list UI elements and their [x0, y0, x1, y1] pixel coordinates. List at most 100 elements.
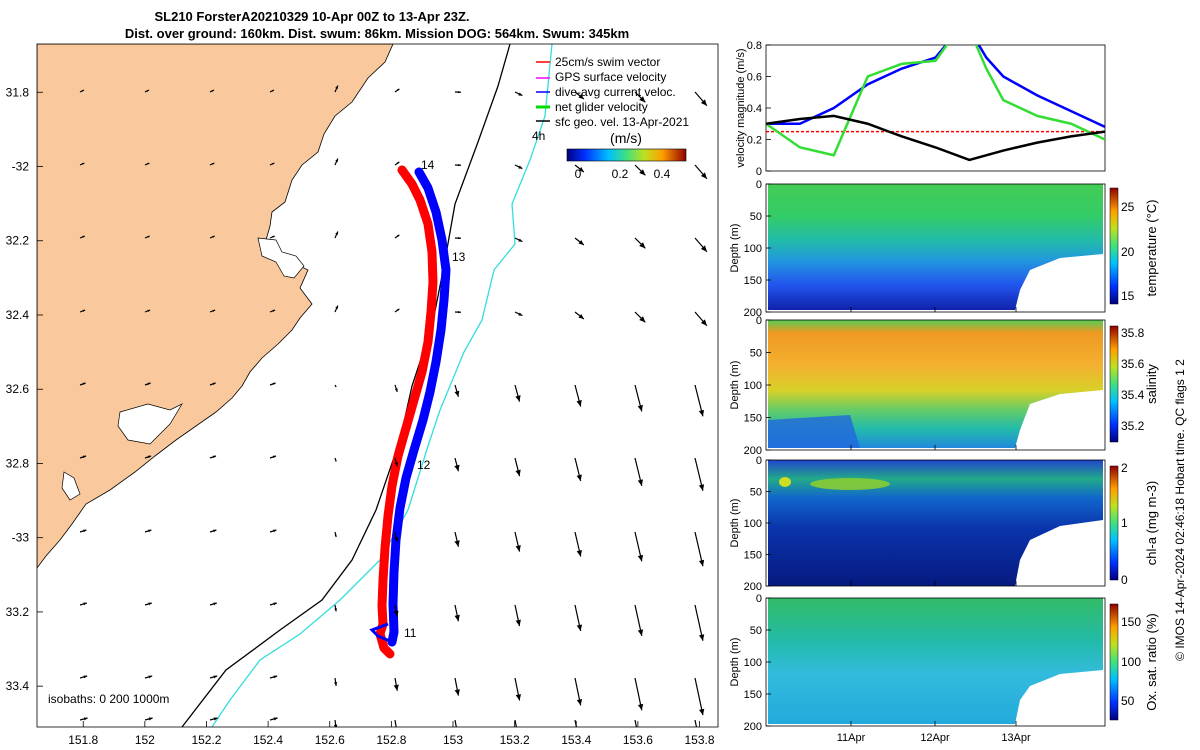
- map-x-tick-label: 152: [135, 733, 155, 747]
- vector-arrow-head: [698, 559, 705, 567]
- depth-tick-label: 150: [744, 550, 762, 562]
- colorbar-tick: 15: [1121, 289, 1135, 303]
- vector-arrow-head: [515, 469, 521, 477]
- vector-arrow-head: [578, 94, 584, 99]
- colorbar-tick: 0: [1121, 573, 1128, 587]
- map-x-tick-label: 151.8: [68, 733, 98, 747]
- depth-tick-label: 100: [744, 380, 762, 392]
- legend-item-label: 25cm/s swim vector: [555, 55, 660, 69]
- map-x-tick-label: 153.4: [561, 733, 591, 747]
- glider-track-hook: [369, 622, 393, 644]
- vector-arrow-head: [82, 163, 85, 165]
- vector-arrow-head: [147, 455, 151, 459]
- chla-max-layer: [810, 478, 890, 490]
- vector-arrow: [694, 677, 704, 716]
- salinity-field: [768, 320, 1103, 448]
- vector-arrow-head: [272, 309, 276, 312]
- depth-tick-label: 150: [744, 689, 762, 701]
- colorbar-tick: 35.6: [1121, 357, 1145, 371]
- day-label: 13: [452, 250, 466, 264]
- vector-arrow-head: [212, 455, 216, 459]
- colorbar-tick: 50: [1121, 694, 1135, 708]
- velocity-y-label: velocity magnitude (m/s): [735, 48, 747, 167]
- vector-arrow-head: [148, 602, 152, 606]
- map-y-tick-label: 33.2: [6, 605, 30, 619]
- depth-label: Depth (m): [729, 361, 741, 410]
- vector-arrow: [694, 604, 704, 641]
- vector-arrow-head: [454, 614, 460, 622]
- vector-arrow-head: [335, 385, 337, 388]
- vector-arrow-head: [212, 163, 215, 165]
- vector-arrow-head: [700, 99, 707, 106]
- map-x-tick-label: 152.2: [191, 733, 221, 747]
- map-y-tick-label: -32: [12, 159, 30, 173]
- vector-arrow-head: [396, 161, 400, 165]
- depth-tick-label: 50: [750, 348, 762, 360]
- vector-arrow-head: [271, 90, 274, 92]
- vector-arrow-head: [212, 382, 216, 386]
- vector-arrow-head: [213, 529, 217, 533]
- vector-arrow-head: [454, 464, 460, 472]
- velocity-axes: [765, 44, 1106, 172]
- vector-arrow-head: [335, 231, 338, 235]
- vector-arrow-head: [458, 236, 461, 240]
- vector-arrow-head: [396, 308, 400, 312]
- velocity-series: [766, 45, 1105, 162]
- vector-arrow-head: [639, 316, 646, 323]
- vector-arrow-head: [333, 724, 338, 727]
- vector-arrow-head: [272, 235, 275, 238]
- legend-item-label: net glider velocity: [555, 100, 648, 114]
- map-frame: [36, 43, 719, 728]
- oxygen-field: [768, 598, 1103, 724]
- vector-arrow-head: [454, 390, 460, 397]
- vector-arrow-head: [212, 235, 215, 238]
- chla-max-spot: [779, 477, 791, 487]
- vector-arrow-head: [698, 409, 705, 417]
- vector-arrow-head: [578, 167, 584, 172]
- vector-arrow-head: [515, 619, 521, 627]
- vector-arrow-head: [700, 172, 707, 179]
- isobath-note: isobaths: 0 200 1000m: [48, 692, 169, 706]
- colorbar-tick: 2: [1121, 461, 1128, 475]
- vector-arrow-head: [458, 163, 461, 167]
- vector-arrow-head: [454, 689, 460, 696]
- vector-arrow-head: [396, 88, 400, 92]
- vector-arrow-head: [396, 234, 400, 238]
- vector-arrow-head: [146, 90, 149, 92]
- vector-arrow-head: [699, 708, 705, 716]
- vector-arrow-head: [515, 694, 521, 701]
- map-colorbar-tick: 0.4: [654, 167, 671, 181]
- salinity-panel: [765, 319, 1106, 451]
- map-y-tick-label: 31.8: [6, 85, 30, 99]
- velocity-y-axis: 0 0.2 0.4 0.6 0.8: [747, 40, 771, 178]
- day-label: 11: [404, 626, 417, 640]
- map-y-tick-label: 33.4: [6, 679, 30, 693]
- vector-arrow-head: [272, 163, 275, 165]
- isobath-1000: [211, 44, 553, 727]
- velocity-panel: 0 0.2 0.4 0.6 0.8 velocity magnitude (m/s): [735, 40, 1106, 178]
- vector-arrow-head: [394, 536, 399, 542]
- depth-tick-label: 50: [750, 625, 762, 637]
- vector-arrow-head: [698, 484, 705, 491]
- velocity-y-tick-label: 0.8: [747, 40, 762, 52]
- map-colorbar-tick: 0: [575, 167, 582, 181]
- vector-arrow-head: [394, 388, 398, 392]
- vector-arrow-head: [83, 529, 87, 533]
- colorbar-tick: 20: [1121, 245, 1135, 259]
- vector-arrow-head: [82, 235, 85, 238]
- oxygen-colorbar: [1109, 603, 1119, 721]
- map-y-tick-label: 32.4: [6, 308, 30, 322]
- chla-field: [768, 460, 1103, 586]
- day-label: 14: [421, 158, 435, 172]
- vector-arrow: [634, 719, 638, 727]
- lake: [117, 403, 183, 445]
- map-x-tick-label: 152.6: [315, 733, 345, 747]
- vector-arrow-head: [213, 717, 218, 721]
- velocity-y-tick-label: 0.6: [747, 72, 762, 84]
- vector-arrow-head: [458, 90, 461, 94]
- vector-arrow-head: [335, 85, 338, 89]
- vector-arrow-head: [82, 455, 86, 459]
- depth-tick-label: 200: [744, 307, 762, 319]
- vector-arrow-head: [272, 382, 276, 386]
- vector-arrow-head: [273, 529, 277, 533]
